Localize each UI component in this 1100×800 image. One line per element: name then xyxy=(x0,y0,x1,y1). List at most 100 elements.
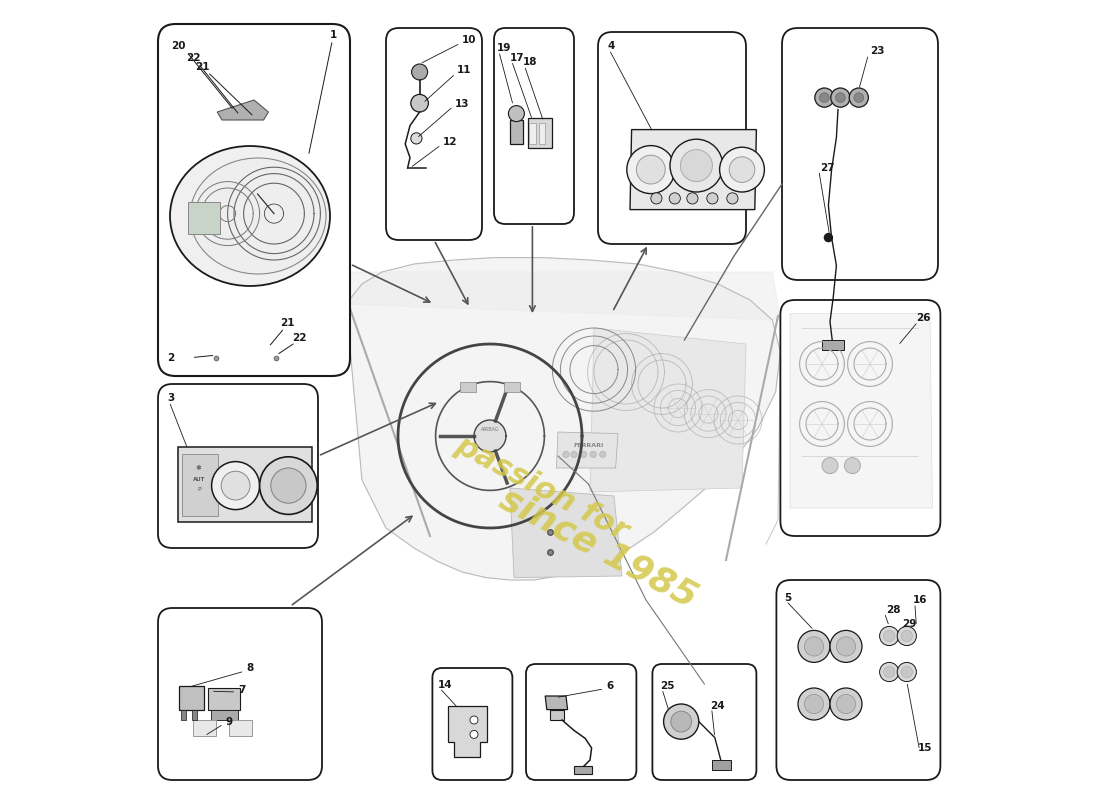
FancyBboxPatch shape xyxy=(598,32,746,244)
Polygon shape xyxy=(557,432,618,468)
Circle shape xyxy=(804,694,824,714)
Text: 10: 10 xyxy=(462,35,476,45)
Circle shape xyxy=(470,716,478,724)
Polygon shape xyxy=(208,688,241,710)
Text: 21: 21 xyxy=(280,318,295,328)
Text: 4: 4 xyxy=(607,42,615,51)
Text: 26: 26 xyxy=(916,314,931,323)
Text: 3: 3 xyxy=(167,394,175,403)
Polygon shape xyxy=(510,120,522,144)
Circle shape xyxy=(898,662,916,682)
Circle shape xyxy=(845,458,860,474)
Text: 9: 9 xyxy=(226,717,232,726)
Circle shape xyxy=(563,451,569,458)
Text: 2: 2 xyxy=(167,354,175,363)
Circle shape xyxy=(410,94,428,112)
Circle shape xyxy=(410,133,422,144)
Ellipse shape xyxy=(190,158,326,274)
Polygon shape xyxy=(574,766,592,774)
Circle shape xyxy=(663,704,698,739)
Polygon shape xyxy=(822,340,845,350)
Text: 1: 1 xyxy=(330,30,338,40)
FancyBboxPatch shape xyxy=(777,580,940,780)
Polygon shape xyxy=(539,123,546,144)
Circle shape xyxy=(830,688,862,720)
Circle shape xyxy=(627,146,674,194)
Ellipse shape xyxy=(170,146,330,286)
Polygon shape xyxy=(550,710,564,720)
Polygon shape xyxy=(178,447,312,522)
Circle shape xyxy=(822,458,838,474)
FancyBboxPatch shape xyxy=(652,664,757,780)
Circle shape xyxy=(880,626,899,646)
FancyBboxPatch shape xyxy=(158,384,318,548)
Circle shape xyxy=(836,694,856,714)
Circle shape xyxy=(836,637,856,656)
Text: since 1985: since 1985 xyxy=(494,482,703,614)
Circle shape xyxy=(727,193,738,204)
Circle shape xyxy=(836,93,845,102)
Text: 7: 7 xyxy=(238,685,245,694)
Text: 15: 15 xyxy=(918,743,933,753)
Text: 5: 5 xyxy=(784,593,792,602)
Circle shape xyxy=(651,193,662,204)
Text: 16: 16 xyxy=(913,595,927,605)
Circle shape xyxy=(854,93,864,102)
Circle shape xyxy=(830,630,862,662)
Circle shape xyxy=(883,630,894,642)
Text: 11: 11 xyxy=(458,66,472,75)
FancyBboxPatch shape xyxy=(158,24,350,376)
Circle shape xyxy=(637,155,666,184)
Polygon shape xyxy=(528,118,551,148)
Text: 14: 14 xyxy=(438,680,452,690)
Circle shape xyxy=(729,157,755,182)
Circle shape xyxy=(849,88,868,107)
Circle shape xyxy=(670,139,723,192)
Polygon shape xyxy=(630,130,757,210)
FancyBboxPatch shape xyxy=(386,28,482,240)
Circle shape xyxy=(901,666,912,678)
Circle shape xyxy=(271,468,306,503)
FancyBboxPatch shape xyxy=(158,608,322,780)
Circle shape xyxy=(898,626,916,646)
Circle shape xyxy=(470,730,478,738)
Circle shape xyxy=(411,64,428,80)
Circle shape xyxy=(686,193,698,204)
Polygon shape xyxy=(211,710,238,720)
Text: P: P xyxy=(197,487,200,492)
Polygon shape xyxy=(790,314,933,508)
Polygon shape xyxy=(590,328,746,492)
Text: 6: 6 xyxy=(606,681,614,690)
Circle shape xyxy=(671,711,692,732)
Polygon shape xyxy=(229,720,252,736)
Circle shape xyxy=(830,88,850,107)
Text: FERRARI: FERRARI xyxy=(573,443,604,448)
Circle shape xyxy=(820,93,829,102)
Polygon shape xyxy=(712,760,730,770)
Polygon shape xyxy=(217,100,268,120)
Text: AIRBAG: AIRBAG xyxy=(481,427,499,432)
Text: 18: 18 xyxy=(522,58,537,67)
FancyBboxPatch shape xyxy=(780,300,940,536)
Circle shape xyxy=(707,193,718,204)
Text: 29: 29 xyxy=(902,619,916,629)
Polygon shape xyxy=(529,123,536,144)
Circle shape xyxy=(880,662,899,682)
Circle shape xyxy=(590,451,596,458)
Circle shape xyxy=(669,193,681,204)
Circle shape xyxy=(901,630,912,642)
Text: 22: 22 xyxy=(293,333,307,342)
Polygon shape xyxy=(182,454,218,516)
Circle shape xyxy=(883,666,894,678)
Text: 28: 28 xyxy=(886,605,901,614)
FancyBboxPatch shape xyxy=(782,28,938,280)
Text: 23: 23 xyxy=(870,46,884,56)
Circle shape xyxy=(681,150,713,182)
Polygon shape xyxy=(449,706,487,757)
Circle shape xyxy=(211,462,260,510)
Text: 20: 20 xyxy=(172,42,186,51)
Circle shape xyxy=(508,106,525,122)
Text: 17: 17 xyxy=(510,53,525,62)
Polygon shape xyxy=(546,696,568,710)
Circle shape xyxy=(571,451,578,458)
